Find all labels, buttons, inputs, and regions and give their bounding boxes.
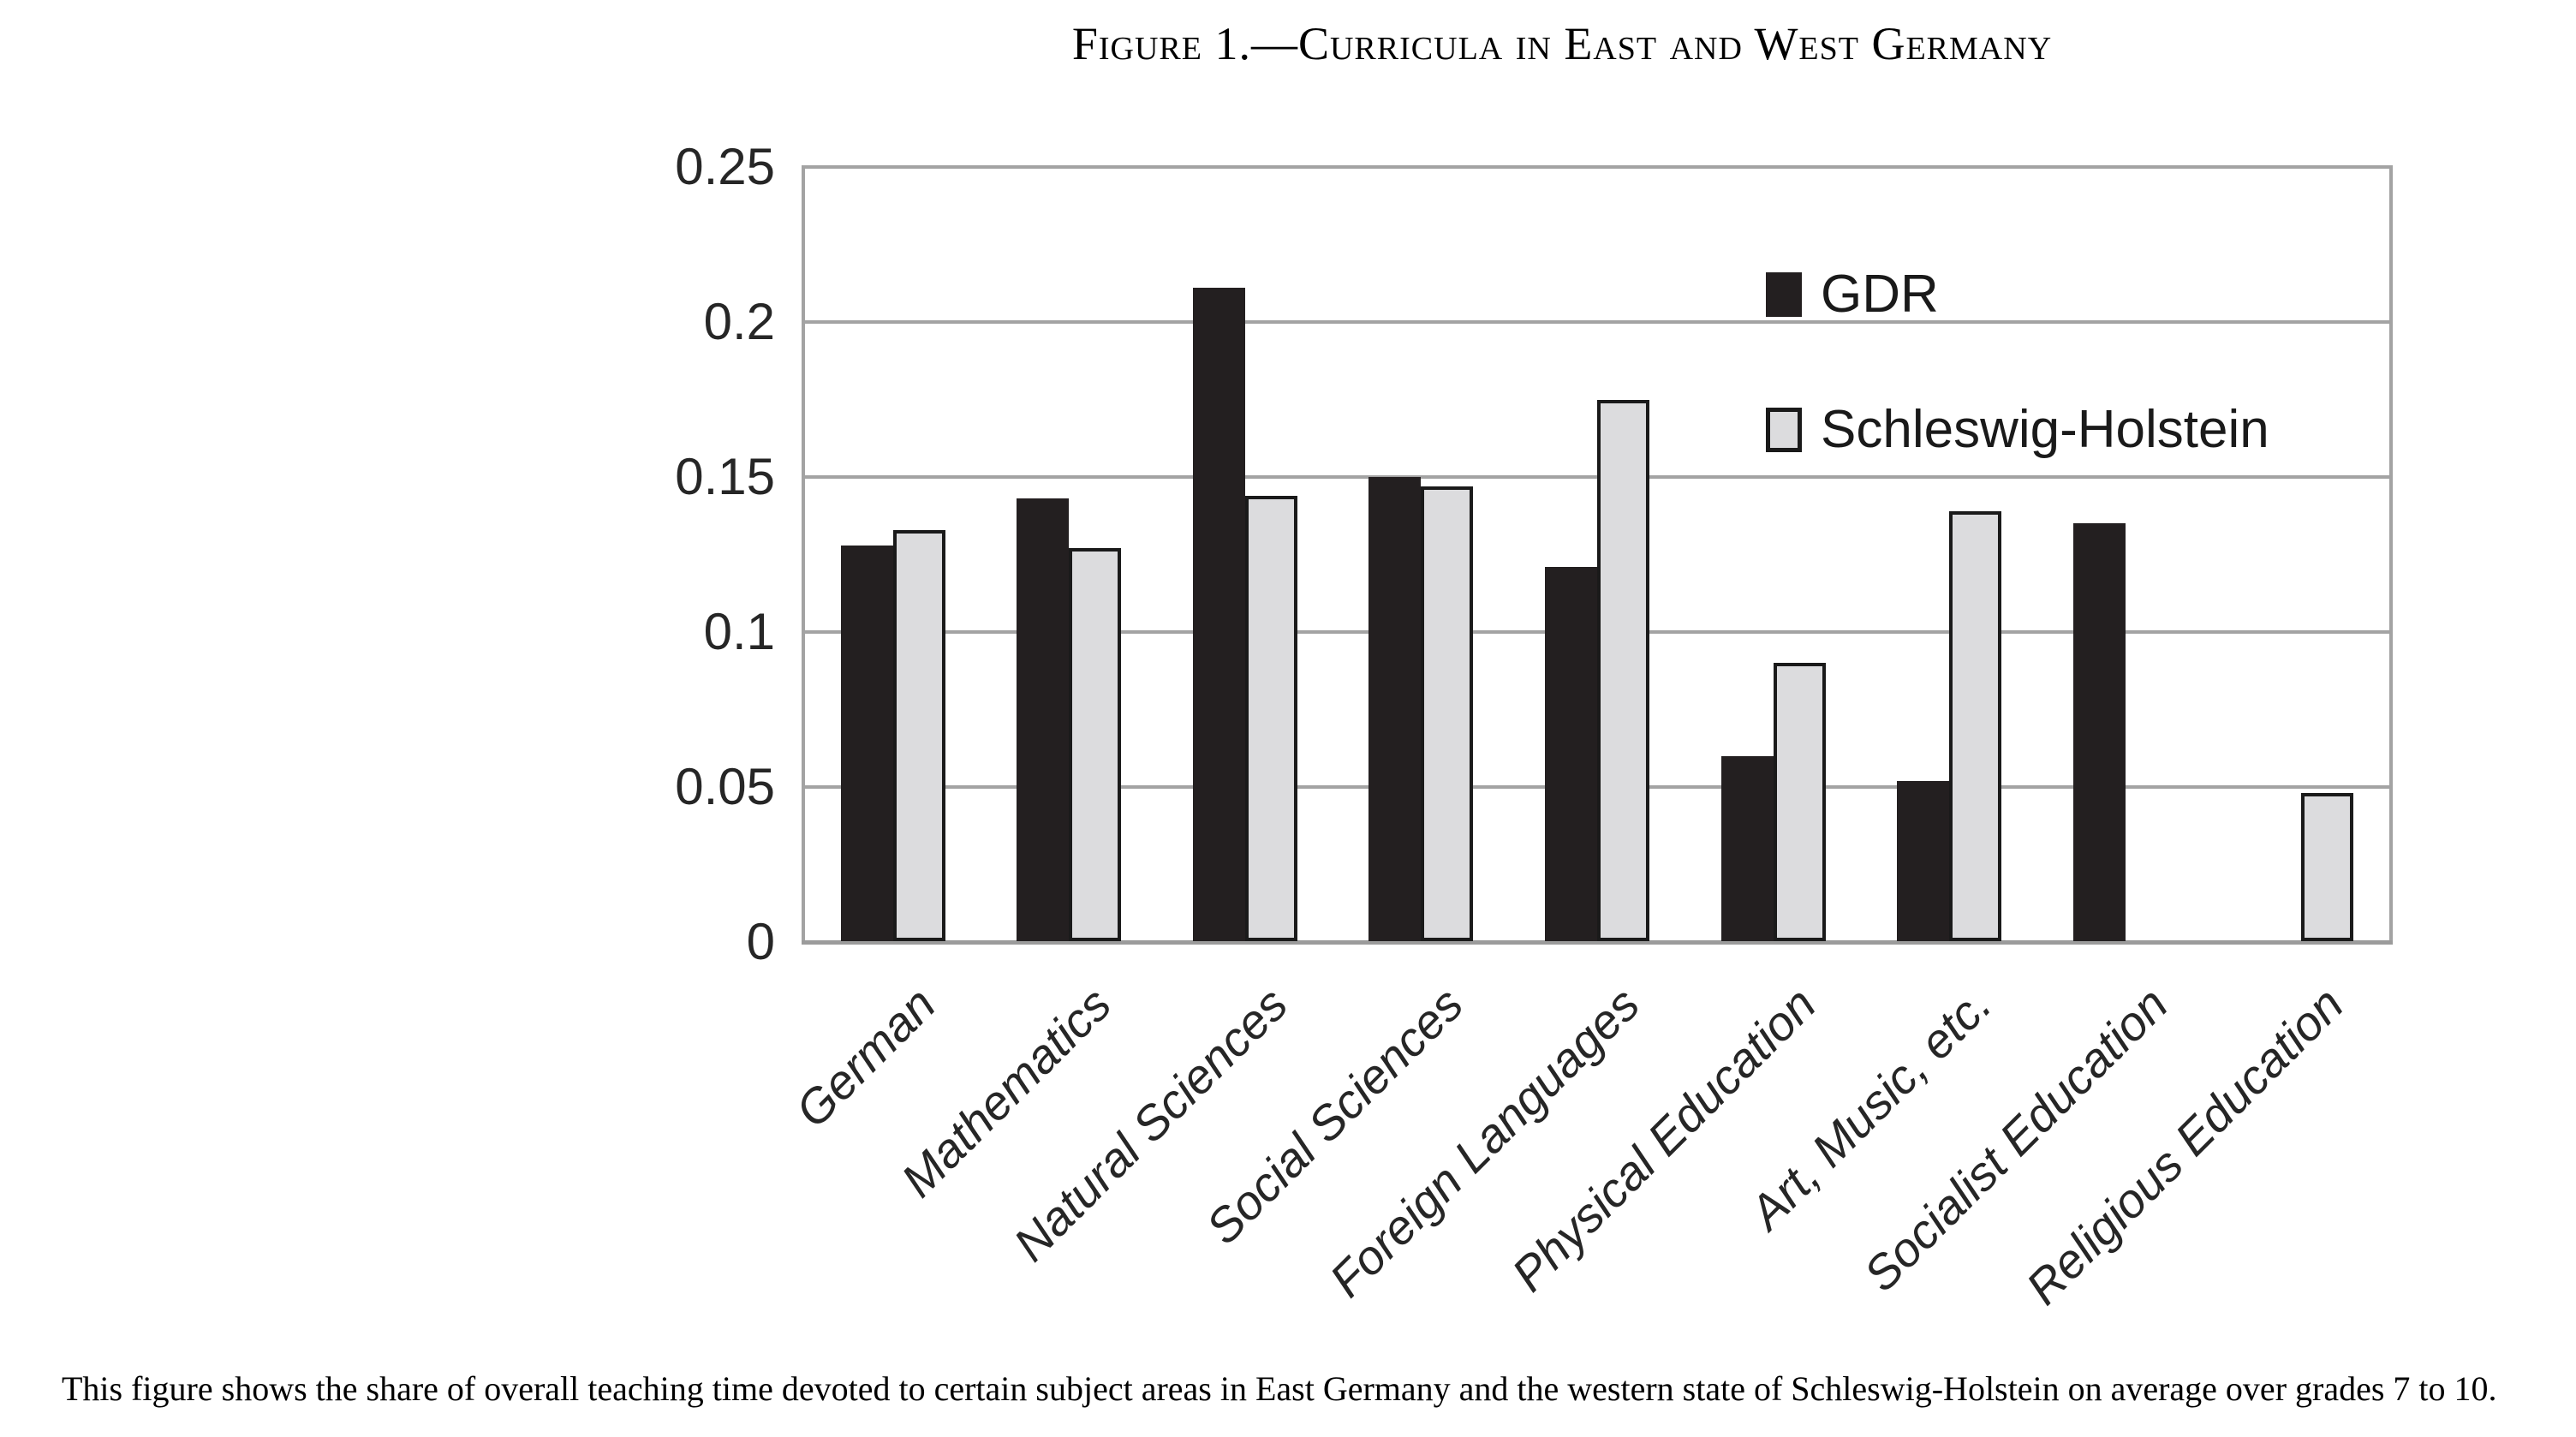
plot-right-border	[2389, 165, 2393, 944]
legend-swatch-icon	[1766, 271, 1802, 317]
bar-gdr	[1368, 477, 1422, 941]
bar-gdr	[840, 545, 893, 941]
x-axis-line	[802, 940, 2393, 945]
y-axis-tick-label: 0	[746, 913, 775, 970]
y-axis-tick-label: 0.15	[675, 448, 775, 505]
y-axis-tick-label: 0.2	[703, 293, 775, 350]
legend-label: GDR	[1821, 265, 1939, 324]
legend-item-gdr: GDR	[1766, 264, 1939, 325]
y-axis-tick-label: 0.05	[675, 758, 775, 815]
bar-schleswig-holstein	[1244, 495, 1297, 941]
bar-gdr	[1192, 288, 1245, 941]
bar-schleswig-holstein	[1421, 486, 1474, 941]
legend-item-schleswig-holstein: Schleswig-Holstein	[1766, 399, 2269, 460]
figure-title: Figure 1.—Curricula in East and West Ger…	[1071, 18, 2053, 69]
y-gridline	[802, 320, 2392, 324]
bar-schleswig-holstein	[1949, 510, 2002, 941]
figure-caption: This figure shows the share of overall t…	[62, 1369, 2497, 1408]
legend-label: Schleswig-Holstein	[1821, 400, 2269, 459]
bar-gdr	[1017, 498, 1070, 941]
bar-schleswig-holstein	[2301, 793, 2354, 941]
legend-swatch-icon	[1766, 407, 1802, 452]
bar-schleswig-holstein	[1597, 399, 1649, 941]
bar-gdr	[2072, 523, 2126, 941]
bar-gdr	[1720, 755, 1774, 941]
bar-gdr	[1545, 566, 1597, 941]
bar-schleswig-holstein	[1069, 548, 1122, 941]
y-axis-tick-label: 0.25	[675, 138, 775, 195]
y-axis-tick-label: 0.1	[703, 603, 775, 660]
bar-schleswig-holstein	[892, 529, 945, 941]
y-gridline	[802, 165, 2392, 169]
bar-gdr	[1897, 780, 1950, 941]
y-axis-line	[802, 165, 805, 944]
bar-schleswig-holstein	[1773, 663, 1826, 941]
